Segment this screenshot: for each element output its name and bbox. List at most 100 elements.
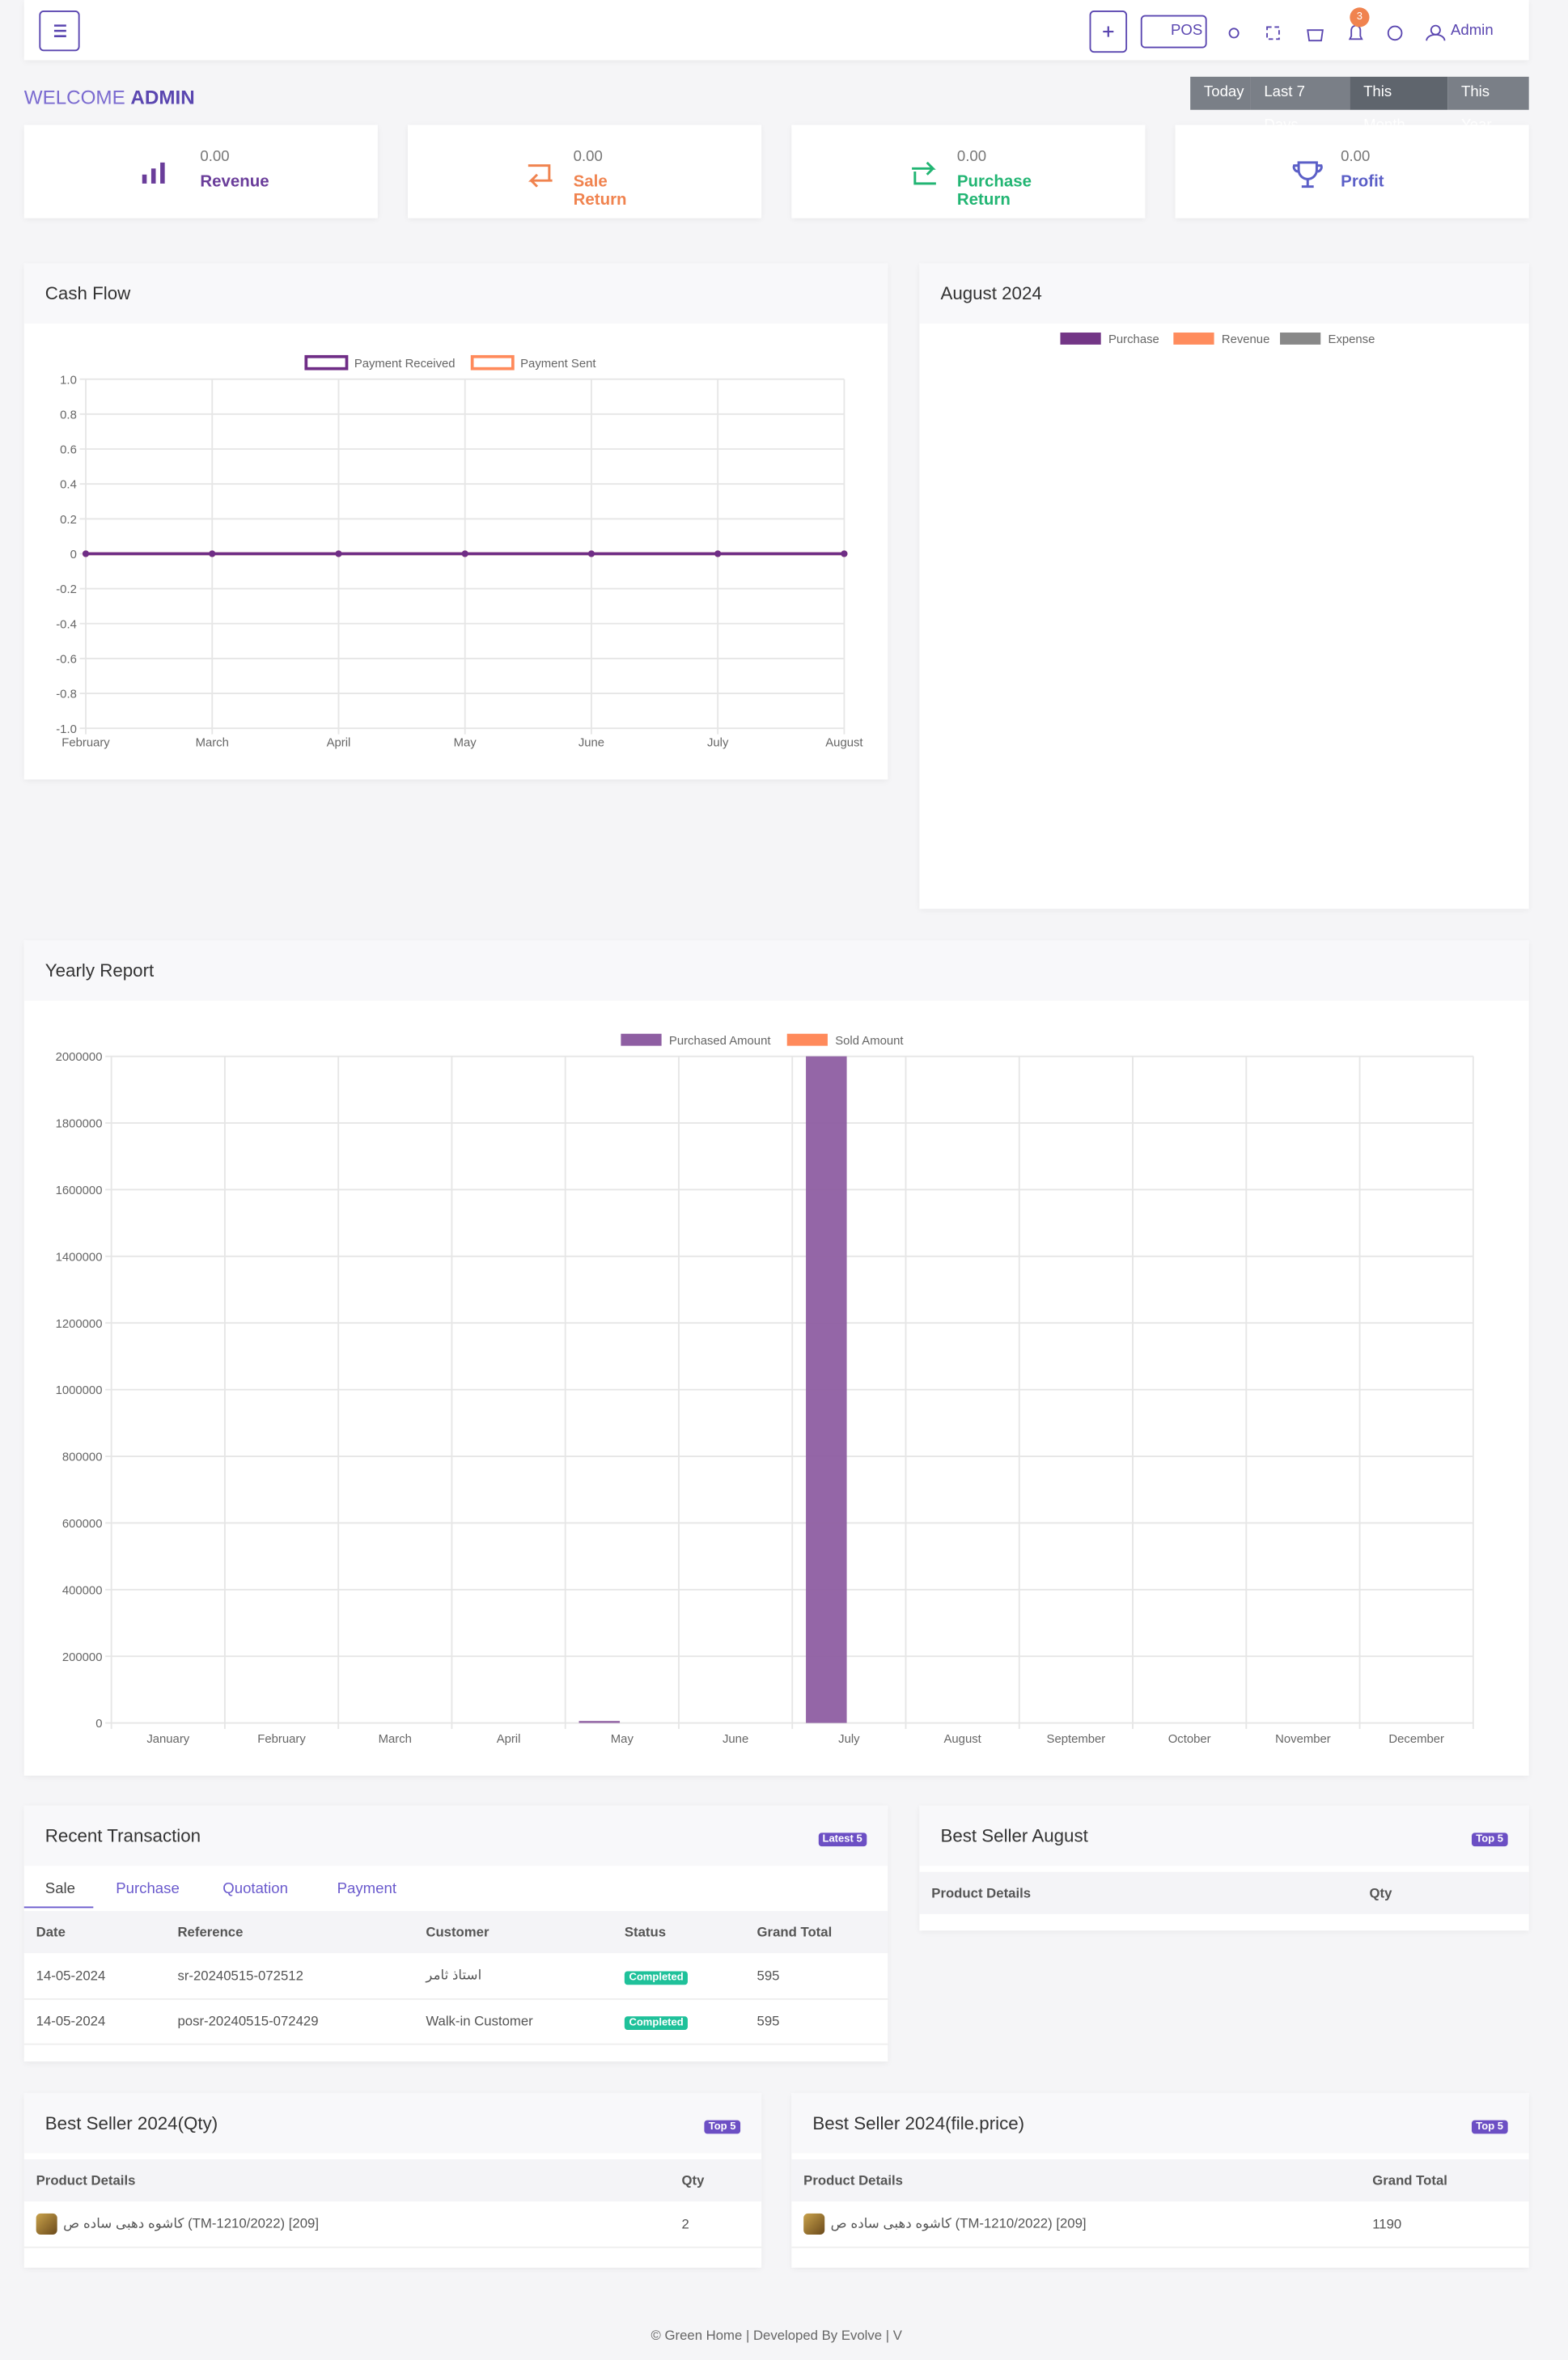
legend-swatch <box>621 1033 662 1046</box>
legend-label: Purchased Amount <box>669 1035 771 1048</box>
data-point <box>461 550 468 557</box>
table-header: Product Details Grand Total <box>791 2159 1529 2202</box>
legend-swatch <box>1280 333 1321 345</box>
column-header: Reference <box>177 1924 244 1940</box>
legend-label: Purchase <box>1108 333 1159 346</box>
y-tick-label: 1000000 <box>56 1384 103 1397</box>
card-value: 0.00 <box>956 149 987 166</box>
data-point <box>209 550 216 557</box>
panel-badge: Top 5 <box>1471 1832 1508 1847</box>
x-tick-label: March <box>196 737 229 750</box>
tab[interactable]: Quotation <box>222 1880 288 1898</box>
table-row: كاشوه دهبى ساده ص (TM-1210/2022) [209] 2 <box>23 2201 762 2248</box>
cell-text: كاشوه دهبى ساده ص (TM-1210/2022) [209] <box>63 2215 320 2231</box>
data-point <box>335 550 342 557</box>
y-tick-label: -0.6 <box>56 653 77 666</box>
cell-text: 1190 <box>1372 2216 1402 2232</box>
best-seller-price-panel: Best Seller 2024(file.price) Top 5 Product… <box>791 2093 1529 2268</box>
footer: © Green Home | Developed By Evolve | V <box>651 2328 902 2343</box>
column-header: Product Details <box>36 2172 136 2188</box>
x-tick-label: November <box>1275 1733 1331 1746</box>
month-panel: August 2024 <box>919 263 1529 909</box>
table-cell: Completed <box>624 2014 689 2031</box>
card-icon <box>522 155 558 199</box>
stat-card: 0.00 Sale Return <box>408 125 762 218</box>
x-tick-label: May <box>611 1733 634 1746</box>
legend-label: Payment Sent <box>520 358 596 371</box>
top-bar: POS 3 Admin <box>23 0 1529 61</box>
stat-card: 0.00 Revenue <box>23 125 378 218</box>
panel-title: Best Seller 2024(file.price) <box>812 2112 1025 2134</box>
filter-button[interactable]: Last 7 Days <box>1250 76 1350 134</box>
table-header: Product Details Qty <box>919 1871 1529 1914</box>
tab[interactable]: Payment <box>337 1880 397 1898</box>
card-label: Profit <box>1341 172 1384 192</box>
y-tick-label: 1600000 <box>56 1184 103 1197</box>
legend-label: Expense <box>1329 333 1375 346</box>
legend-swatch <box>304 354 349 371</box>
table-row: 14-05-2024 sr-20240515-072512 استاذ ثامر Co… <box>23 1953 888 2000</box>
table-row: كاشوه دهبى ساده ص (TM-1210/2022) [209] 11… <box>791 2201 1529 2248</box>
x-tick-label: February <box>257 1733 306 1746</box>
panel-badge: Latest 5 <box>817 1832 867 1847</box>
tab[interactable]: Purchase <box>116 1880 180 1898</box>
column-header: Product Details <box>931 1885 1032 1901</box>
cell-text: 595 <box>756 1968 780 1984</box>
data-point <box>841 550 848 557</box>
x-tick-label: March <box>379 1733 412 1746</box>
status-badge: Completed <box>624 2016 689 2031</box>
legend-label: Payment Received <box>354 358 456 371</box>
cell-text: 595 <box>756 2013 780 2029</box>
add-button[interactable] <box>1089 11 1128 53</box>
legend-swatch <box>786 1033 828 1046</box>
column-header: Grand Total <box>756 1924 833 1940</box>
notification-count: 3 <box>1350 7 1370 28</box>
table-cell: 14-05-2024 <box>36 1968 106 1984</box>
legend-label: Revenue <box>1222 333 1269 346</box>
cell-text: 14-05-2024 <box>36 2013 106 2029</box>
panel-badge: Top 5 <box>704 2120 741 2134</box>
pos-button[interactable]: POS <box>1140 15 1207 49</box>
panel-header <box>23 263 888 324</box>
tab[interactable]: Sale <box>44 1880 76 1898</box>
panel-header <box>23 1805 888 1866</box>
card-icon <box>1290 155 1326 199</box>
card-icon <box>906 155 943 199</box>
pos-label: POS <box>1171 22 1203 40</box>
card-value: 0.00 <box>573 149 603 166</box>
card-icon <box>138 155 175 199</box>
card-label: Purchase Return <box>956 172 1032 210</box>
table-header: Date Reference Customer Status Grand Total <box>23 1911 888 1954</box>
cell-text: 2 <box>681 2216 689 2232</box>
x-tick-label: June <box>723 1733 748 1746</box>
y-tick-label: 1200000 <box>56 1318 103 1331</box>
product-image <box>803 2213 825 2235</box>
y-tick-label: -0.4 <box>56 618 77 631</box>
cell-text: كاشوه دهبى ساده ص (TM-1210/2022) [209] <box>830 2215 1087 2231</box>
icon <box>912 161 936 185</box>
menu-button[interactable] <box>39 11 80 52</box>
table-cell: 2 <box>682 2217 689 2232</box>
y-tick-label: -1.0 <box>56 723 77 736</box>
y-tick-label: 800000 <box>62 1451 103 1464</box>
user-menu[interactable]: Admin <box>1450 22 1494 40</box>
panel-title: August 2024 <box>940 282 1042 304</box>
x-tick-label: August <box>944 1733 982 1746</box>
best-seller-qty-panel: Best Seller 2024(Qty) Top 5 Product Detail… <box>23 2093 762 2268</box>
best-seller-month-panel: Best Seller August Top 5 Product Details Qt… <box>919 1805 1529 1931</box>
table-cell: 595 <box>757 1968 780 1984</box>
y-tick-label: 2000000 <box>56 1051 103 1064</box>
legend-label: Sold Amount <box>835 1035 904 1048</box>
recent-transaction-panel: Recent Transaction Latest 5 Sale Purchase Qu… <box>23 1805 888 2062</box>
table-cell: 14-05-2024 <box>36 2014 106 2029</box>
table-cell: posr-20240515-072429 <box>177 2014 318 2029</box>
x-tick-label: April <box>497 1733 521 1746</box>
plus-icon <box>1103 26 1114 37</box>
legend-swatch <box>1060 333 1101 345</box>
table-cell: كاشوه دهبى ساده ص (TM-1210/2022) [209] <box>803 2213 1087 2235</box>
filter-button[interactable]: Today <box>1190 76 1251 110</box>
card-value: 0.00 <box>200 149 230 166</box>
card-value: 0.00 <box>1341 149 1371 166</box>
welcome-greeting: WELCOME <box>23 86 125 108</box>
